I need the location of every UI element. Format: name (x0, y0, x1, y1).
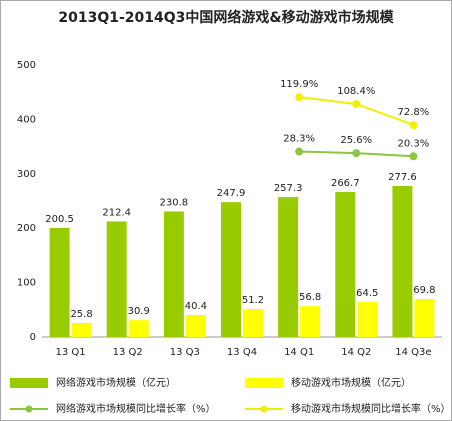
y-tick-label: 200 (17, 223, 36, 234)
x-tick-label: 14 Q3e (395, 347, 431, 358)
bar (221, 202, 241, 337)
bar (71, 322, 92, 337)
line-label: 119.9% (280, 79, 318, 90)
x-tick-label: 13 Q3 (170, 347, 200, 358)
bar (392, 185, 413, 337)
bar-label: 257.3 (274, 183, 303, 194)
x-tick-label: 14 Q2 (341, 347, 371, 358)
x-tick-label: 13 Q2 (113, 347, 143, 358)
bar (185, 315, 206, 337)
chart-title: 2013Q1-2014Q3中国网络游戏&移动游戏市场规模 (58, 9, 394, 26)
line-marker (352, 149, 361, 158)
legend-swatch (10, 378, 48, 388)
line-label: 20.3% (398, 138, 430, 149)
y-tick-label: 0 (30, 332, 36, 343)
bar (106, 221, 127, 337)
bar-label: 277.6 (388, 172, 417, 183)
bar (243, 309, 263, 337)
bar (357, 301, 378, 337)
bar-label: 247.9 (217, 188, 246, 199)
bar-label: 30.9 (128, 306, 150, 317)
y-tick-label: 400 (17, 114, 36, 125)
bar (335, 191, 356, 337)
line-marker (352, 99, 361, 108)
legend-label: 移动游戏市场规模（亿元） (291, 376, 411, 389)
bar-label: 230.8 (160, 197, 189, 208)
bar (163, 211, 184, 337)
bar (278, 197, 299, 337)
legend-swatch (245, 378, 283, 388)
line-label: 72.8% (398, 107, 430, 118)
bar (49, 227, 70, 337)
bar-label: 25.8 (70, 309, 92, 320)
legend-label: 网络游戏市场规模（亿元） (56, 376, 176, 389)
y-tick-label: 100 (17, 278, 36, 289)
y-tick-label: 300 (17, 169, 36, 180)
legend-marker (260, 405, 268, 413)
line-marker (295, 147, 304, 156)
line-label: 28.3% (283, 134, 315, 145)
bar-label: 266.7 (331, 178, 360, 189)
bar-label: 56.8 (299, 292, 321, 303)
line-marker (409, 121, 418, 130)
bar-label: 200.5 (45, 214, 74, 225)
legend-marker (25, 405, 33, 413)
x-tick-label: 14 Q1 (284, 347, 314, 358)
bar (128, 320, 149, 337)
bar-label: 64.5 (356, 288, 378, 299)
x-tick-label: 13 Q1 (56, 347, 86, 358)
y-tick-label: 500 (17, 60, 36, 71)
line-marker (409, 152, 418, 161)
line-label: 108.4% (337, 86, 375, 97)
legend-label: 网络游戏市场规模同比增长率（%） (56, 402, 216, 415)
bar-label: 51.2 (242, 295, 264, 306)
line-marker (295, 93, 304, 102)
bar-label: 69.8 (413, 285, 435, 296)
line-label: 25.6% (340, 135, 372, 146)
bar-label: 212.4 (102, 207, 131, 218)
bar (300, 306, 321, 337)
bar-label: 40.4 (185, 301, 207, 312)
bar (414, 299, 435, 337)
legend-label: 移动游戏市场规模同比增长率（%） (291, 402, 451, 415)
x-tick-label: 13 Q4 (227, 347, 257, 358)
